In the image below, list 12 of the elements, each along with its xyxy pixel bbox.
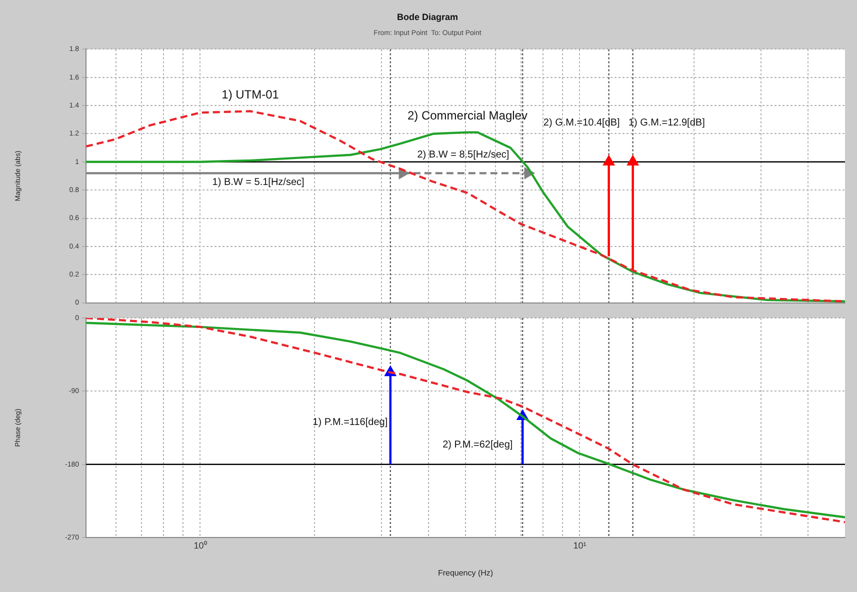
x-tick-label: 10¹ [573, 540, 586, 550]
x-tick-label: 10⁰ [194, 540, 207, 550]
series-label: 1) UTM-01 [222, 88, 280, 102]
chart-title: Bode Diagram [396, 12, 458, 22]
annotation: 1) G.M.=12.9[dB] [628, 117, 706, 128]
annotation: 2) P.M.=62[deg] [442, 440, 513, 451]
annotation: 2) B.W = 8.5[Hz/sec] [417, 149, 510, 160]
x-axis-title: Frequency (Hz) [438, 568, 494, 578]
annotation: 2) G.M.=10.4[dB] [543, 117, 620, 128]
annotation: 1) B.W = 5.1[Hz/sec] [212, 177, 304, 188]
annotation: 1) P.M.=116[deg] [312, 417, 388, 428]
series-label: 2) Commercial Maglev [407, 108, 528, 123]
